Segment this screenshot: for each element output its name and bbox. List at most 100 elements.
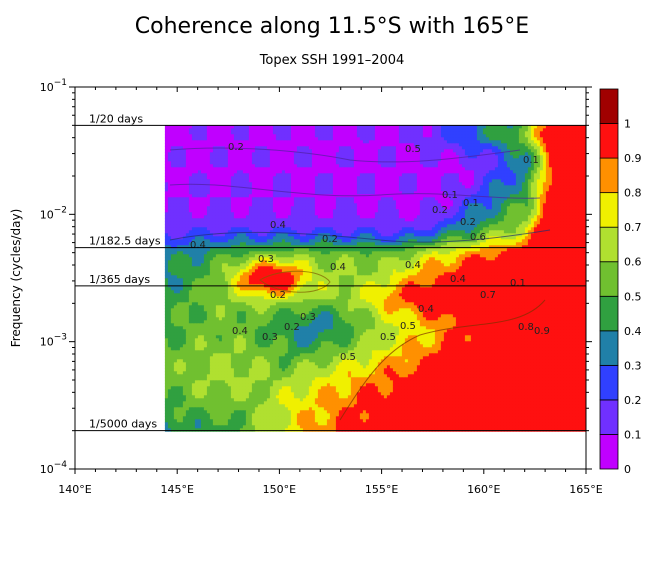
coherence-cell xyxy=(272,137,277,141)
coherence-cell xyxy=(566,152,571,156)
coherence-cell xyxy=(497,143,502,147)
coherence-cell xyxy=(401,212,406,216)
coherence-cell xyxy=(524,188,529,192)
coherence-cell xyxy=(539,176,544,180)
coherence-cell xyxy=(530,185,535,189)
coherence-cell xyxy=(170,206,175,210)
coherence-cell xyxy=(455,173,460,177)
coherence-cell xyxy=(344,143,349,147)
coherence-cell xyxy=(317,215,322,219)
coherence-cell xyxy=(479,227,484,231)
coherence-cell xyxy=(188,191,193,195)
coherence-cell xyxy=(203,140,208,144)
coherence-cell xyxy=(290,203,295,207)
coherence-cell xyxy=(281,176,286,180)
coherence-cell xyxy=(578,179,583,183)
coherence-cell xyxy=(320,200,325,204)
coherence-cell xyxy=(512,125,517,129)
coherence-cell xyxy=(371,173,376,177)
coherence-cell xyxy=(230,218,235,222)
coherence-cell xyxy=(497,170,502,174)
coherence-cell xyxy=(512,227,517,231)
coherence-cell xyxy=(443,191,448,195)
coherence-cell xyxy=(290,194,295,198)
coherence-cell xyxy=(317,212,322,216)
coherence-cell xyxy=(191,161,196,165)
coherence-cell xyxy=(527,173,532,177)
coherence-cell xyxy=(179,158,184,162)
coherence-cell xyxy=(359,146,364,150)
coherence-cell xyxy=(191,185,196,189)
coherence-cell xyxy=(200,230,205,234)
coherence-cell xyxy=(314,227,319,231)
coherence-cell xyxy=(494,200,499,204)
coherence-cell xyxy=(563,149,568,153)
coherence-cell xyxy=(341,191,346,195)
coherence-cell xyxy=(509,170,514,174)
coherence-cell xyxy=(575,218,580,222)
coherence-cell xyxy=(335,143,340,147)
coherence-cell xyxy=(455,155,460,159)
coherence-cell xyxy=(479,185,484,189)
coherence-cell xyxy=(464,212,469,216)
coherence-cell xyxy=(197,176,202,180)
coherence-cell xyxy=(560,167,565,171)
coherence-cell xyxy=(527,191,532,195)
coherence-cell xyxy=(554,191,559,195)
coherence-cell xyxy=(581,212,586,216)
coherence-cell xyxy=(374,179,379,183)
coherence-cell xyxy=(425,173,430,177)
coherence-cell xyxy=(485,200,490,204)
coherence-cell xyxy=(383,227,388,231)
coherence-cell xyxy=(518,167,523,171)
coherence-cell xyxy=(554,143,559,147)
coherence-cell xyxy=(563,173,568,177)
coherence-cell xyxy=(248,158,253,162)
coherence-cell xyxy=(566,140,571,144)
coherence-cell xyxy=(257,221,262,225)
coherence-cell xyxy=(164,167,169,171)
coherence-cell xyxy=(494,167,499,171)
coherence-cell xyxy=(371,227,376,231)
coherence-cell xyxy=(335,188,340,192)
coherence-cell xyxy=(395,161,400,165)
coherence-cell xyxy=(536,170,541,174)
coherence-cell xyxy=(254,167,259,171)
coherence-cell xyxy=(176,194,181,198)
coherence-cell xyxy=(563,170,568,174)
coherence-cell xyxy=(449,188,454,192)
coherence-cell xyxy=(437,170,442,174)
coherence-cell xyxy=(395,137,400,141)
coherence-cell xyxy=(356,206,361,210)
coherence-cell xyxy=(251,134,256,138)
coherence-cell xyxy=(572,143,577,147)
coherence-cell xyxy=(278,143,283,147)
coherence-cell xyxy=(269,173,274,177)
coherence-cell xyxy=(341,224,346,228)
coherence-cell xyxy=(368,200,373,204)
coherence-cell xyxy=(497,128,502,132)
coherence-cell xyxy=(305,164,310,168)
coherence-cell xyxy=(404,152,409,156)
coherence-cell xyxy=(464,227,469,231)
coherence-cell xyxy=(167,203,172,207)
coherence-cell xyxy=(242,194,247,198)
coherence-cell xyxy=(377,200,382,204)
coherence-cell xyxy=(449,161,454,165)
coherence-cell xyxy=(248,185,253,189)
coherence-cell xyxy=(197,212,202,216)
coherence-cell xyxy=(170,128,175,132)
coherence-cell xyxy=(518,206,523,210)
coherence-cell xyxy=(302,218,307,222)
coherence-cell xyxy=(437,200,442,204)
coherence-cell xyxy=(380,212,385,216)
coherence-cell xyxy=(575,173,580,177)
coherence-cell xyxy=(203,137,208,141)
coherence-cell xyxy=(452,155,457,159)
coherence-cell xyxy=(257,152,262,156)
coherence-cell xyxy=(281,209,286,213)
coherence-cell xyxy=(179,176,184,180)
coherence-cell xyxy=(179,137,184,141)
coherence-cell xyxy=(401,176,406,180)
coherence-cell xyxy=(221,179,226,183)
